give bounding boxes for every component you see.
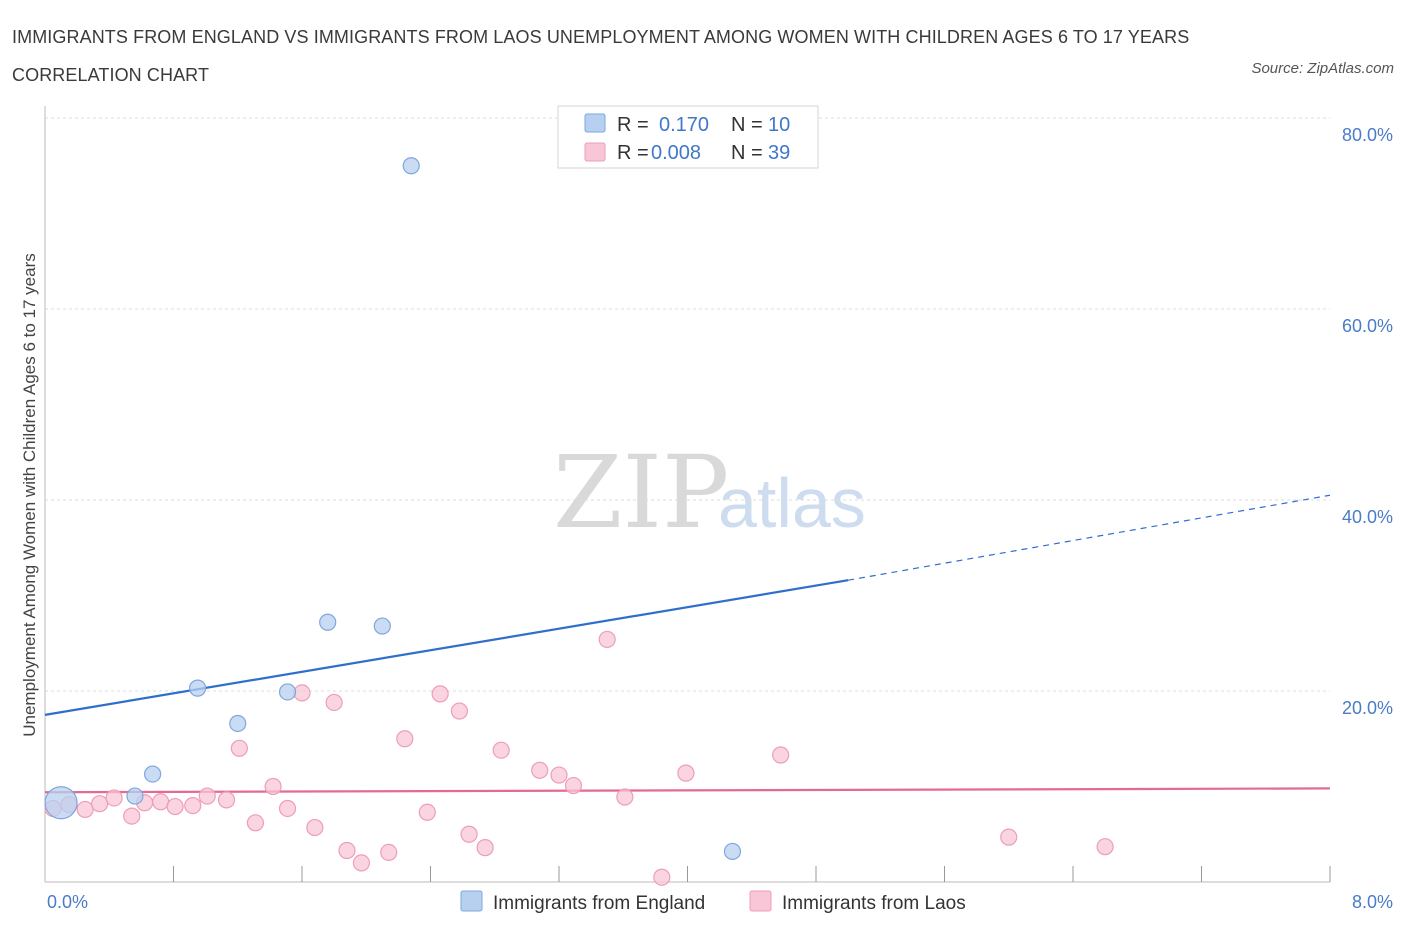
data-point-laos bbox=[431, 685, 449, 703]
data-point-england bbox=[319, 613, 337, 631]
data-point-laos bbox=[380, 843, 398, 861]
data-point-england bbox=[44, 786, 78, 820]
data-points bbox=[44, 157, 1114, 886]
data-point-laos bbox=[460, 825, 478, 843]
watermark-atlas: atlas bbox=[718, 464, 866, 542]
data-point-england bbox=[126, 787, 144, 805]
series-legend-england: Immigrants from England bbox=[493, 893, 705, 914]
data-point-laos bbox=[531, 761, 549, 779]
data-point-laos bbox=[166, 797, 184, 816]
data-point-laos bbox=[598, 630, 616, 649]
series-legend-swatch-england bbox=[460, 890, 483, 912]
data-point-laos bbox=[105, 789, 123, 807]
data-point-laos bbox=[217, 791, 236, 809]
source-label: Source: ZipAtlas.com bbox=[1251, 60, 1394, 77]
data-point-laos bbox=[550, 766, 568, 784]
data-point-laos bbox=[246, 814, 265, 832]
data-point-laos bbox=[1096, 838, 1114, 856]
axes bbox=[44, 106, 1331, 883]
series-legend: Immigrants from England Immigrants from … bbox=[460, 890, 966, 914]
legend-laos-r-value: 0.008 bbox=[651, 142, 701, 164]
data-point-laos bbox=[564, 776, 583, 795]
correlation-legend: R = 0.170 N = 10 R = 0.008 N = 39 bbox=[557, 105, 819, 169]
chart-title: IMMIGRANTS FROM ENGLAND VS IMMIGRANTS FR… bbox=[12, 27, 1190, 85]
data-point-laos bbox=[264, 777, 282, 796]
legend-england-r-value: 0.170 bbox=[659, 114, 709, 136]
data-point-england bbox=[144, 765, 162, 783]
data-point-laos bbox=[476, 839, 494, 857]
data-point-laos bbox=[772, 746, 790, 764]
legend-laos-n-value: 39 bbox=[768, 142, 790, 164]
data-point-laos bbox=[338, 841, 356, 860]
y-tick-label: 40.0% bbox=[1342, 507, 1393, 527]
data-point-laos bbox=[278, 799, 297, 818]
y-axis-label: Unemployment Among Women with Children A… bbox=[20, 253, 39, 737]
legend-swatch-england bbox=[584, 113, 606, 133]
series-legend-swatch-laos bbox=[749, 890, 772, 912]
data-point-england bbox=[278, 683, 297, 701]
grid-lines bbox=[45, 117, 1330, 692]
data-point-laos bbox=[184, 796, 202, 815]
y-tick-label: 20.0% bbox=[1342, 698, 1393, 718]
y-tick-label: 80.0% bbox=[1342, 125, 1393, 145]
data-point-laos bbox=[230, 739, 248, 757]
trend-lines bbox=[44, 494, 1331, 794]
data-point-laos bbox=[450, 702, 469, 720]
data-point-laos bbox=[677, 764, 695, 782]
data-point-england bbox=[723, 842, 742, 861]
trend-line-laos bbox=[44, 787, 1331, 794]
data-point-laos bbox=[91, 795, 109, 813]
tick-labels: 20.0% 40.0% 60.0% 80.0% 0.0% 8.0% bbox=[47, 125, 1393, 912]
y-tick-label: 60.0% bbox=[1342, 316, 1393, 336]
watermark-zip: ZIP bbox=[553, 434, 729, 551]
data-point-laos bbox=[492, 741, 510, 759]
data-point-england bbox=[229, 714, 247, 733]
legend-swatch-laos bbox=[584, 142, 606, 162]
data-point-laos bbox=[352, 854, 371, 872]
data-point-laos bbox=[76, 800, 94, 819]
series-legend-laos: Immigrants from Laos bbox=[782, 893, 966, 914]
data-point-laos bbox=[152, 793, 170, 811]
trend-line-england-projection bbox=[848, 494, 1331, 581]
legend-laos-n-label: N = bbox=[731, 142, 763, 164]
data-point-laos bbox=[396, 730, 414, 748]
data-point-laos bbox=[306, 818, 324, 837]
legend-england-r-label: R = bbox=[617, 114, 649, 136]
x-tick-label: 0.0% bbox=[47, 892, 88, 912]
data-point-england bbox=[188, 679, 207, 697]
data-point-laos bbox=[123, 807, 141, 825]
data-point-laos bbox=[198, 787, 216, 805]
trend-line-england bbox=[44, 579, 849, 716]
legend-laos-r-label: R = bbox=[617, 142, 649, 164]
data-point-laos bbox=[616, 788, 634, 806]
legend-england-n-value: 10 bbox=[768, 114, 790, 136]
data-point-england bbox=[402, 157, 420, 175]
x-tick-label: 8.0% bbox=[1352, 892, 1393, 912]
data-point-laos bbox=[1000, 828, 1018, 846]
data-point-laos bbox=[418, 803, 436, 821]
data-point-england bbox=[373, 617, 391, 635]
data-point-laos bbox=[653, 868, 671, 886]
data-point-laos bbox=[325, 693, 343, 712]
data-point-laos bbox=[293, 684, 311, 702]
legend-england-n-label: N = bbox=[731, 114, 763, 136]
